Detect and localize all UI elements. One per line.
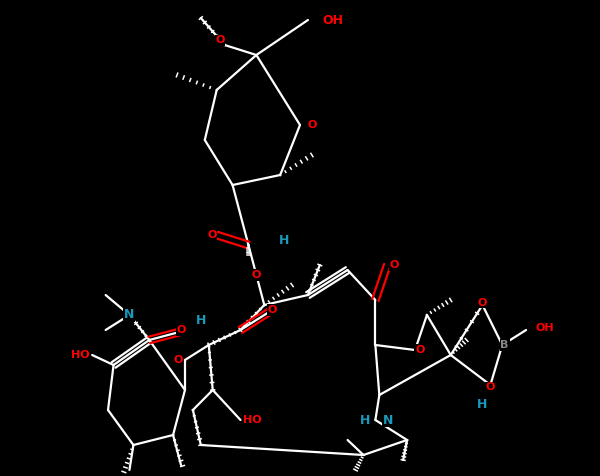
Text: O: O	[215, 35, 224, 45]
Text: N: N	[124, 308, 134, 321]
Text: HO: HO	[71, 350, 90, 360]
Text: O: O	[415, 345, 424, 355]
Text: OH: OH	[536, 323, 554, 333]
Text: H: H	[477, 398, 488, 411]
Text: OH: OH	[322, 13, 343, 27]
Text: O: O	[251, 270, 261, 280]
Text: N: N	[383, 414, 393, 426]
Text: H: H	[196, 314, 206, 327]
Text: O: O	[173, 355, 182, 365]
Text: O: O	[486, 382, 495, 392]
Text: H: H	[279, 234, 289, 247]
Text: O: O	[176, 325, 185, 335]
Text: B: B	[500, 340, 509, 350]
Text: O: O	[268, 305, 277, 315]
Text: O: O	[390, 260, 399, 270]
Text: O: O	[307, 120, 317, 130]
Text: HO: HO	[243, 415, 262, 425]
Text: O: O	[207, 230, 217, 240]
Text: H: H	[360, 414, 371, 426]
Text: O: O	[478, 298, 487, 307]
